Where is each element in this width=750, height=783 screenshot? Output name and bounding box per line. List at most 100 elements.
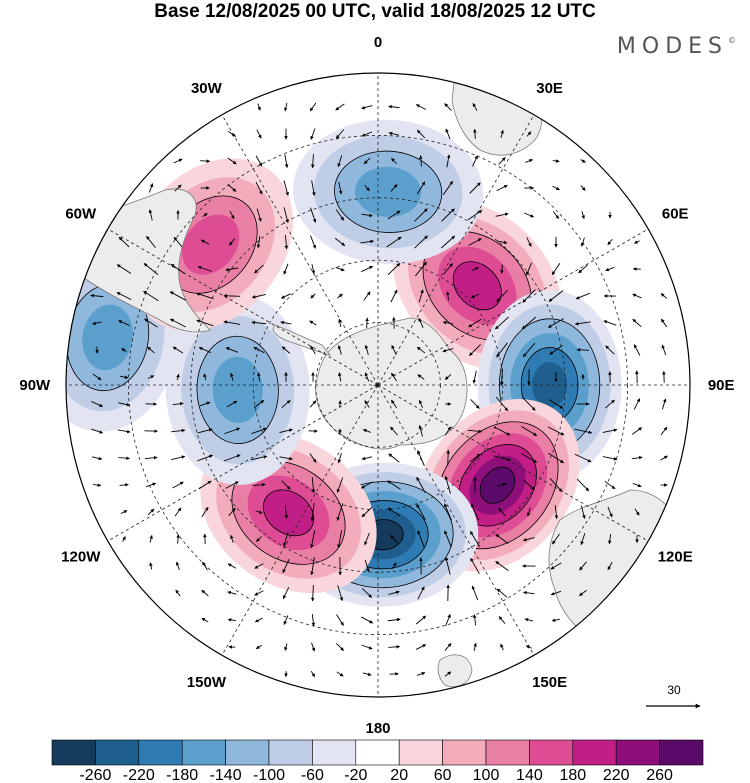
wind-vector: [336, 614, 344, 626]
wind-vector: [390, 534, 398, 544]
wind-vector: [228, 238, 236, 246]
wind-vector: [362, 429, 371, 433]
negative-center-90e-level-5: [532, 361, 568, 409]
wind-vector: [118, 456, 130, 460]
wind-vector: [363, 291, 371, 301]
longitude-labels: 0 30E 60E 90E 120E 150E 180 150W 120W 90W 60W 30W: [19, 34, 734, 737]
wind-vector: [118, 402, 131, 407]
wind-vector: [524, 212, 535, 218]
wind-vector: [551, 533, 561, 545]
wind-vector: [364, 532, 370, 546]
wind-vector: [468, 318, 482, 328]
wind-vector: [196, 319, 214, 327]
wind-vector: [311, 613, 316, 627]
wind-vector: [227, 184, 237, 192]
wind-vector: [176, 534, 180, 544]
wind-vector: [337, 585, 344, 602]
colorbar-swatch-11: [529, 739, 574, 766]
colorbar-tick-9: 100: [473, 767, 500, 783]
wind-vector: [361, 616, 374, 624]
colorbar-swatch-6: [312, 739, 357, 766]
colorbar-tick-1: -220: [123, 767, 155, 783]
wind-vector: [172, 346, 184, 354]
wind-vector: [446, 154, 451, 168]
wind-vector: [284, 154, 289, 168]
wind-vector: [255, 644, 263, 650]
wind-vector: [364, 372, 370, 382]
wind-vector: [416, 346, 426, 354]
wind-vector: [143, 290, 159, 302]
negative-center-90w-level-3: [212, 356, 263, 423]
wind-vector: [310, 345, 316, 355]
wind-vector: [279, 456, 293, 461]
wind-vector: [310, 154, 315, 169]
lon-label-30e: 30E: [536, 80, 563, 97]
wind-vector: [147, 375, 155, 379]
wind-vector: [554, 505, 559, 520]
colorbar-swatch-13: [615, 739, 660, 766]
wind-vector: [360, 239, 374, 244]
wind-vector: [472, 370, 477, 384]
wind-vector: [284, 505, 289, 519]
wind-vector: [230, 372, 234, 381]
wind-vector: [524, 618, 534, 622]
wind-vector: [441, 208, 455, 222]
wind-vector: [148, 183, 154, 193]
wind-vector: [526, 131, 532, 137]
wind-vector: [550, 590, 562, 596]
wind-vector: [579, 561, 587, 571]
wind-vector: [361, 506, 373, 518]
wind-vector: [416, 476, 426, 494]
wind-vector: [580, 533, 586, 546]
wind-vector: [311, 477, 316, 493]
wind-vector: [495, 316, 509, 330]
latitude-circle-2: [190, 197, 566, 573]
lon-label-90w: 90W: [19, 377, 51, 394]
lon-label-150e: 150E: [532, 674, 567, 691]
wind-vector: [469, 453, 481, 463]
wind-vector: [661, 344, 667, 356]
wind-vector: [496, 588, 508, 598]
wind-vector: [335, 643, 345, 651]
wind-vector: [174, 184, 182, 192]
wind-vector: [415, 644, 427, 650]
wind-vector: [444, 475, 451, 494]
wind-vector: [387, 262, 401, 276]
wind-vector: [496, 342, 508, 358]
wind-vector: [602, 456, 618, 461]
colorbar-tick-11: 180: [559, 767, 586, 783]
wind-vector: [387, 210, 401, 220]
wind-vector: [116, 292, 132, 300]
wind-vector: [281, 346, 291, 354]
wind-vector: [309, 453, 317, 463]
wind-vector: [223, 320, 241, 325]
wind-vector: [310, 503, 315, 522]
wind-vector: [337, 452, 342, 464]
wind-vector: [468, 238, 482, 246]
wind-vector: [386, 236, 402, 248]
wind-vector: [470, 557, 480, 575]
wind-vector: [173, 236, 183, 248]
wind-vector: [281, 480, 291, 490]
wind-vector: [493, 426, 511, 436]
wind-vector: [251, 320, 267, 325]
wind-vector: [147, 508, 155, 516]
wind-vector: [254, 264, 264, 274]
wind-vector: [414, 235, 428, 249]
wind-vector: [442, 180, 454, 196]
wind-vector: [147, 346, 155, 354]
colorbar-tick-6: -20: [344, 767, 367, 783]
colorbar-tick-13: 260: [646, 767, 673, 783]
wind-vector: [361, 644, 373, 650]
wind-vector: [550, 562, 562, 570]
colorbar-swatch-5: [268, 739, 313, 766]
wind-vector: [416, 129, 426, 139]
wind-vector: [120, 510, 128, 514]
reference-vector: 30: [646, 683, 701, 709]
wind-vector: [605, 266, 615, 272]
meridian-30: [377, 114, 535, 386]
wind-vector: [197, 454, 213, 462]
wind-vector: [91, 428, 104, 434]
wind-vector: [415, 261, 427, 277]
wind-vector: [197, 265, 213, 272]
